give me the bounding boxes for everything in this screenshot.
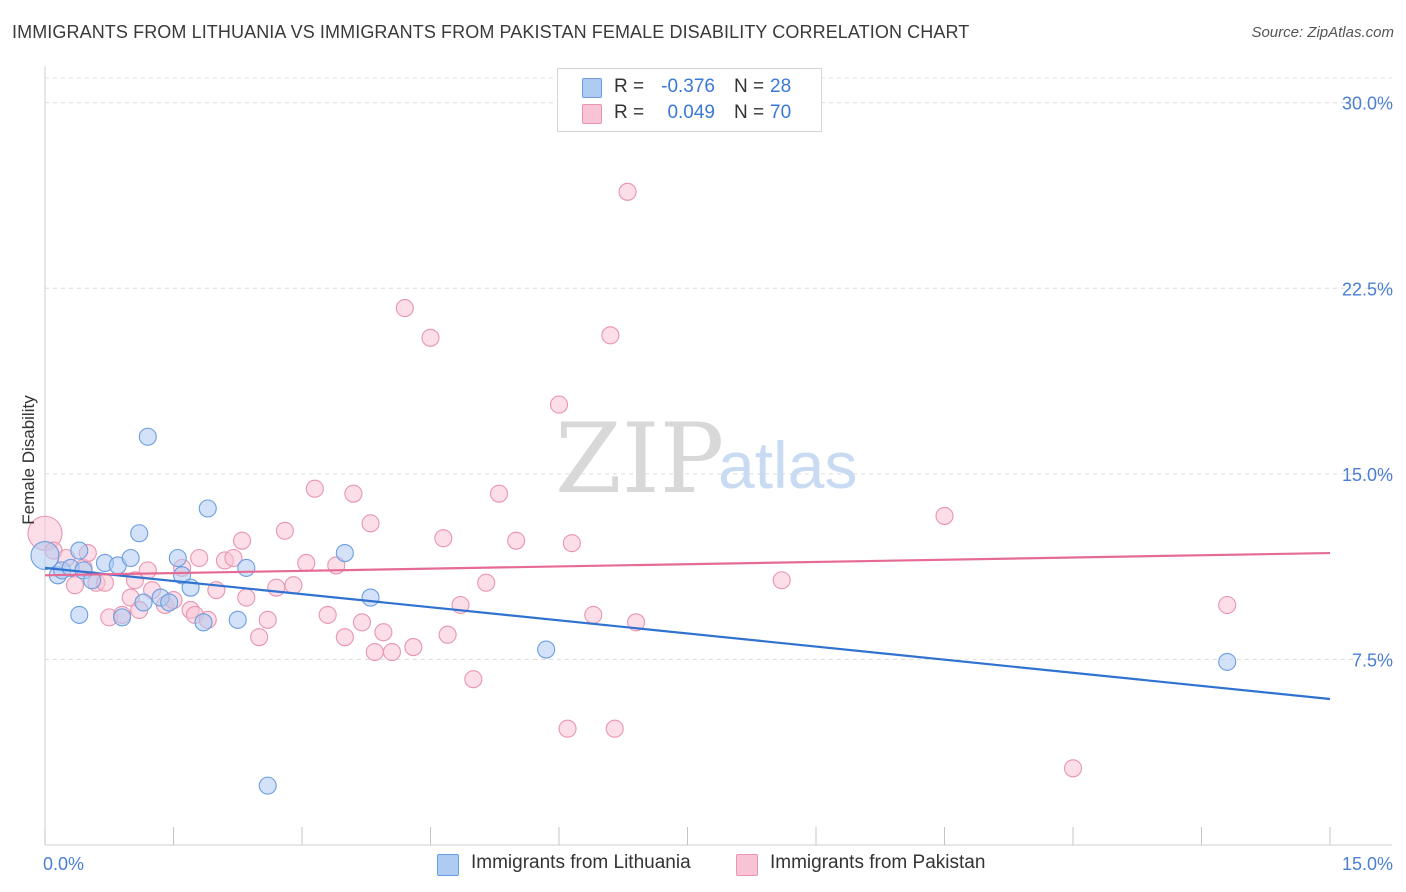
lithuania-point (237, 558, 256, 577)
pakistan-point (344, 484, 363, 503)
lithuania-point (228, 610, 247, 629)
lithuania-point (130, 524, 149, 543)
pakistan-point (237, 588, 256, 607)
legend-n-label: N = (734, 102, 765, 123)
watermark: ZIP atlas (555, 403, 857, 515)
pakistan-point (250, 628, 269, 647)
pakistan-point (65, 576, 85, 595)
lithuania-point (173, 566, 192, 585)
pakistan-point (477, 573, 496, 592)
correlation-legend: R = -0.376 N = 28 R = 0.049 N = 70 (557, 68, 822, 132)
lithuania-point (1218, 652, 1237, 671)
legend-swatch-lithuania (582, 78, 602, 98)
pakistan-point (935, 506, 954, 525)
pakistan-point (335, 628, 354, 647)
pakistan-point (224, 548, 243, 568)
lithuania-point (194, 613, 213, 632)
pakistan-point (297, 553, 316, 572)
watermark-atlas: atlas (718, 428, 857, 502)
bottom-legend-label-lithuania: Immigrants from Lithuania (471, 852, 691, 873)
axes (44, 66, 1392, 846)
legend-r-value: -0.376 (661, 76, 715, 97)
chart-title: IMMIGRANTS FROM LITHUANIA VS IMMIGRANTS … (12, 22, 970, 42)
pakistan-point (464, 670, 483, 689)
pakistan-point (618, 182, 637, 201)
pakistan-point (232, 531, 252, 550)
bottom-legend-label-pakistan: Immigrants from Pakistan (770, 852, 986, 873)
tick-labels: 7.5% 15.0% 22.5% 30.0% 0.0% 15.0% (43, 94, 1393, 874)
pakistan-point (772, 571, 791, 590)
pakistan-point (382, 642, 402, 662)
pakistan-point (438, 625, 457, 644)
lithuania-point (134, 593, 153, 612)
lithuania-point (168, 548, 187, 568)
bottom-legend-swatch-pakistan (736, 854, 758, 876)
lithuania-point (30, 540, 60, 571)
pakistan-point (190, 548, 209, 568)
lithuania-point (70, 605, 89, 624)
pakistan-point (507, 531, 526, 550)
trend-lines (44, 551, 1331, 701)
lithuania-point (335, 543, 354, 563)
legend-r-value: 0.049 (667, 102, 715, 123)
lithuania-point (258, 776, 277, 795)
pakistan-point (434, 529, 453, 548)
lithuania-point (121, 548, 140, 568)
y-tick-label: 22.5% (1342, 279, 1393, 299)
lithuania-point (160, 593, 179, 612)
pakistan-point (352, 613, 372, 632)
pakistan-point (275, 521, 294, 540)
lithuania-point (361, 588, 380, 607)
legend-n-value: 70 (770, 102, 792, 123)
legend-n-label: N = (734, 76, 765, 97)
pakistan-point (601, 326, 620, 345)
pakistan-point (365, 642, 384, 662)
pakistan-point (605, 719, 624, 738)
pakistan-point (558, 719, 577, 738)
data-points (27, 182, 1237, 795)
x-tick-label: 15.0% (1342, 854, 1393, 874)
pakistan-point (305, 479, 324, 498)
watermark-zip: ZIP (555, 403, 724, 515)
legend-n-value: 28 (770, 76, 792, 97)
pakistan-point (584, 605, 603, 624)
pakistan-point (562, 534, 581, 553)
pakistan-point (361, 514, 380, 533)
y-tick-label: 30.0% (1342, 94, 1393, 114)
trend-line-pakistan (44, 551, 1331, 577)
pakistan-point (1063, 759, 1083, 778)
legend-r-label: R = (614, 102, 645, 123)
pakistan-point (421, 328, 440, 347)
y-axis-label: Female Disability (19, 395, 38, 525)
pakistan-point (489, 484, 509, 503)
trend-line-lithuania (44, 566, 1331, 701)
pakistan-point (374, 623, 393, 642)
pakistan-point (318, 605, 337, 624)
bottom-legend-swatch-lithuania (437, 854, 459, 876)
pakistan-point (395, 299, 414, 318)
x-tick-label: 0.0% (43, 854, 84, 874)
y-tick-label: 7.5% (1352, 650, 1393, 670)
pakistan-point (138, 561, 157, 580)
lithuania-point (138, 427, 157, 446)
lithuania-point (113, 608, 132, 627)
legend-swatch-pakistan (582, 104, 602, 124)
lithuania-point (537, 640, 556, 659)
lithuania-point (70, 541, 89, 560)
y-tick-label: 15.0% (1342, 465, 1393, 485)
pakistan-point (627, 613, 646, 632)
pakistan-point (1218, 595, 1237, 615)
pakistan-point (549, 395, 569, 414)
lithuania-point (198, 499, 217, 518)
pakistan-point (404, 638, 423, 657)
pakistan-point (267, 578, 286, 597)
pakistan-point (258, 610, 277, 629)
legend-r-label: R = (614, 76, 645, 97)
chart-source: Source: ZipAtlas.com (1251, 24, 1394, 41)
pakistan-point (284, 576, 303, 595)
